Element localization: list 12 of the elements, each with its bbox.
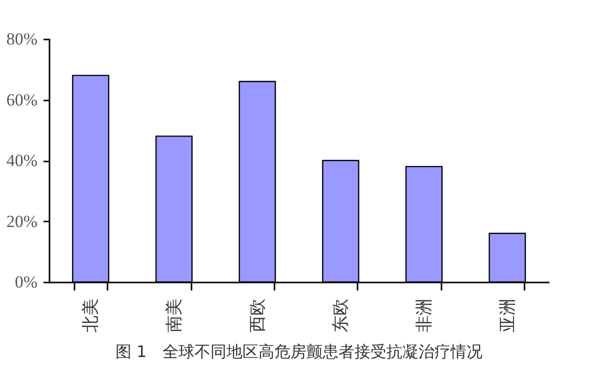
x-tick-label: 西欧 [248,298,268,332]
x-tick-label: 亚洲 [498,298,518,332]
y-tick-label: 20% [6,212,38,231]
y-tick-label: 0% [14,272,38,292]
y-tick-label: 80% [6,30,38,48]
text: 图 1 全球不同地区高危房颤患者接受抗凝治疗情况 [115,342,483,361]
x-tick-label: 非洲 [414,298,434,332]
y-tick-label: 60% [6,90,38,110]
y-tick-label: 40% [6,151,38,170]
x-tick-label: 东欧 [331,298,352,332]
x-tick-label: 南美 [164,298,184,332]
x-tick-label: 北美 [81,298,102,332]
